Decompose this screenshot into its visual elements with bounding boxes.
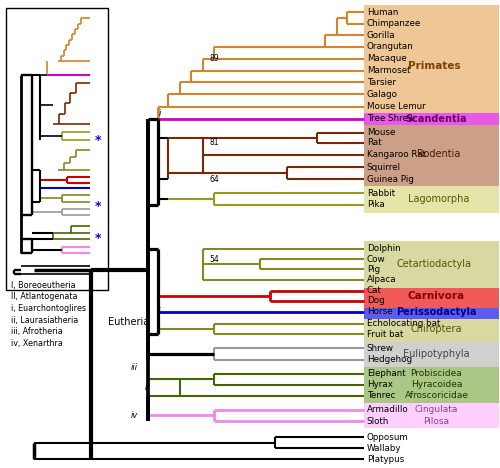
Text: Perissodactyla: Perissodactyla bbox=[396, 307, 476, 317]
Text: *: * bbox=[95, 199, 102, 212]
Text: 54: 54 bbox=[209, 255, 219, 263]
Text: ii: ii bbox=[156, 307, 162, 316]
Text: Hyrax: Hyrax bbox=[367, 380, 392, 389]
Text: Fruit bat: Fruit bat bbox=[367, 330, 403, 339]
Text: Cingulata: Cingulata bbox=[415, 405, 458, 414]
Text: Tenrec: Tenrec bbox=[367, 391, 395, 401]
Text: Hyracoidea: Hyracoidea bbox=[411, 380, 462, 389]
FancyBboxPatch shape bbox=[364, 307, 498, 319]
Text: ii, Laurasiatheria: ii, Laurasiatheria bbox=[12, 315, 78, 325]
Text: Gorilla: Gorilla bbox=[367, 31, 396, 40]
Text: 81: 81 bbox=[209, 139, 218, 147]
Text: Tarsier: Tarsier bbox=[367, 78, 396, 87]
Text: Macaque: Macaque bbox=[367, 54, 406, 63]
Text: Shrew: Shrew bbox=[367, 344, 394, 353]
Text: Tree Shrew: Tree Shrew bbox=[367, 114, 415, 123]
Text: Cetartiodactyla: Cetartiodactyla bbox=[396, 259, 471, 269]
Text: II: II bbox=[144, 383, 150, 392]
FancyBboxPatch shape bbox=[364, 403, 498, 428]
Text: Eulipotyphyla: Eulipotyphyla bbox=[403, 349, 470, 359]
FancyBboxPatch shape bbox=[364, 366, 498, 403]
Text: Opposum: Opposum bbox=[367, 433, 408, 442]
Text: Pilosa: Pilosa bbox=[424, 417, 450, 425]
Text: II, Atlantogenata: II, Atlantogenata bbox=[12, 292, 78, 301]
Text: Mouse Lemur: Mouse Lemur bbox=[367, 102, 426, 111]
Text: Marmoset: Marmoset bbox=[367, 66, 410, 75]
Text: I, Boreoeutheria: I, Boreoeutheria bbox=[12, 281, 76, 290]
Text: Armadillo: Armadillo bbox=[367, 405, 408, 414]
Text: *: * bbox=[95, 134, 102, 147]
Text: Chiroptera: Chiroptera bbox=[410, 324, 462, 334]
Text: iv, Xenarthra: iv, Xenarthra bbox=[12, 339, 63, 348]
Text: Primates: Primates bbox=[408, 60, 461, 71]
Text: 89: 89 bbox=[209, 54, 219, 63]
Text: *: * bbox=[95, 232, 102, 245]
FancyBboxPatch shape bbox=[364, 342, 498, 366]
Text: Guinea Pig: Guinea Pig bbox=[367, 175, 414, 183]
FancyBboxPatch shape bbox=[364, 319, 498, 342]
Text: Mouse: Mouse bbox=[367, 128, 395, 137]
Text: Rat: Rat bbox=[367, 139, 382, 147]
FancyBboxPatch shape bbox=[364, 113, 498, 125]
FancyBboxPatch shape bbox=[364, 125, 498, 186]
Text: Lagomorpha: Lagomorpha bbox=[408, 194, 470, 204]
Text: Orangutan: Orangutan bbox=[367, 43, 414, 51]
Text: Rabbit: Rabbit bbox=[367, 189, 395, 197]
Text: Dog: Dog bbox=[367, 297, 384, 306]
Text: Galago: Galago bbox=[367, 90, 398, 99]
Text: 64: 64 bbox=[209, 175, 219, 183]
Text: Cow: Cow bbox=[367, 255, 386, 263]
Text: I: I bbox=[147, 216, 150, 225]
Text: Dolphin: Dolphin bbox=[367, 244, 400, 253]
Text: Probiscidea: Probiscidea bbox=[410, 369, 463, 378]
FancyBboxPatch shape bbox=[364, 186, 498, 212]
Text: Elephant: Elephant bbox=[367, 369, 406, 378]
Text: Squirrel: Squirrel bbox=[367, 162, 401, 171]
Text: Cat: Cat bbox=[367, 286, 382, 295]
Text: iii, Afrotheria: iii, Afrotheria bbox=[12, 327, 63, 336]
Text: Eutheria: Eutheria bbox=[108, 317, 149, 328]
FancyBboxPatch shape bbox=[364, 5, 498, 113]
Text: iv: iv bbox=[131, 411, 138, 420]
Text: Pig: Pig bbox=[367, 265, 380, 274]
Text: Horse: Horse bbox=[367, 307, 392, 316]
FancyBboxPatch shape bbox=[364, 241, 498, 287]
Text: Scandentia: Scandentia bbox=[406, 114, 468, 124]
Text: Afroscoricidae: Afroscoricidae bbox=[404, 391, 468, 401]
Text: i: i bbox=[159, 110, 162, 118]
Text: Carnivora: Carnivora bbox=[408, 291, 465, 301]
FancyBboxPatch shape bbox=[364, 287, 498, 307]
Text: i, Euarchontoglires: i, Euarchontoglires bbox=[12, 304, 86, 313]
Text: Human: Human bbox=[367, 7, 398, 16]
Text: Wallaby: Wallaby bbox=[367, 444, 402, 453]
Text: Pika: Pika bbox=[367, 200, 384, 209]
Text: iii: iii bbox=[131, 364, 138, 373]
Text: Chimpanzee: Chimpanzee bbox=[367, 19, 421, 28]
Text: Echolocating bat: Echolocating bat bbox=[367, 319, 440, 328]
Text: Rodentia: Rodentia bbox=[418, 149, 461, 159]
Text: Platypus: Platypus bbox=[367, 455, 404, 464]
Text: Hedgehog: Hedgehog bbox=[367, 355, 412, 364]
Text: Sloth: Sloth bbox=[367, 417, 389, 425]
Text: Alpaca: Alpaca bbox=[367, 275, 396, 284]
Text: Kangaroo Rat: Kangaroo Rat bbox=[367, 150, 426, 160]
